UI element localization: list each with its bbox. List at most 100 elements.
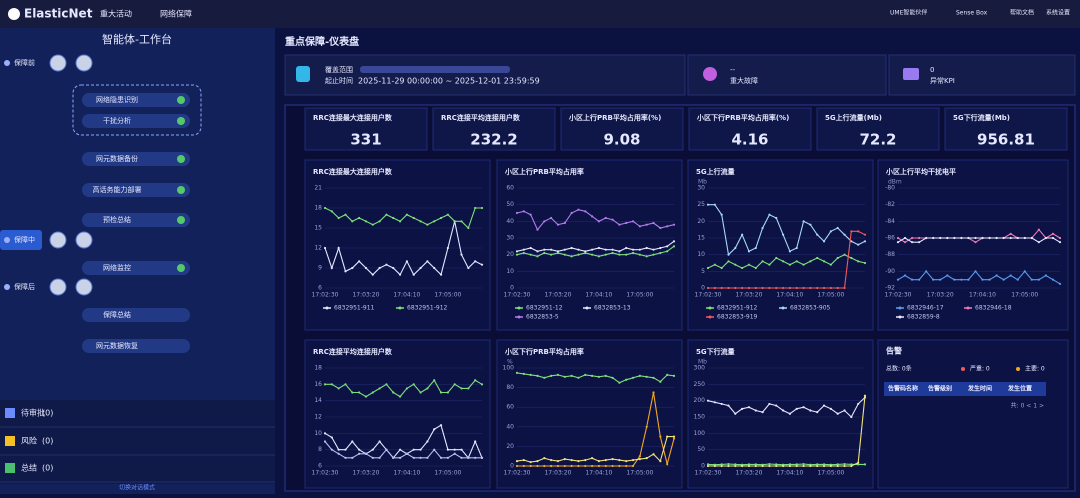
queue-label[interactable]: 待审批 bbox=[21, 408, 45, 418]
data-point bbox=[398, 456, 402, 459]
legend-dot bbox=[781, 306, 785, 310]
data-point bbox=[863, 233, 867, 236]
data-point bbox=[480, 456, 484, 459]
data-point bbox=[419, 266, 422, 270]
data-point bbox=[953, 278, 956, 281]
data-point bbox=[706, 203, 710, 206]
series-line bbox=[897, 237, 1061, 243]
step-pill[interactable] bbox=[82, 213, 190, 227]
data-point bbox=[816, 463, 819, 466]
y-tick-label: 40 bbox=[506, 423, 514, 430]
step-pill[interactable] bbox=[82, 93, 190, 107]
mode-switch[interactable]: 切换对话模式 bbox=[119, 484, 155, 492]
y-tick-label: -80 bbox=[885, 185, 895, 192]
y-tick-label: 50 bbox=[506, 201, 514, 208]
x-tick-label: 17:02:30 bbox=[312, 292, 339, 299]
step-pill[interactable] bbox=[82, 339, 190, 353]
data-point bbox=[358, 260, 361, 263]
data-point bbox=[816, 256, 819, 260]
step-pill[interactable] bbox=[82, 114, 190, 128]
data-point bbox=[536, 460, 539, 463]
phase-label: 保障前 bbox=[14, 58, 35, 67]
step-pill[interactable] bbox=[82, 308, 190, 322]
x-tick-label: 17:02:30 bbox=[885, 292, 912, 299]
kpi-label: RRC连接最大连接用户数 bbox=[313, 113, 393, 122]
header-tool[interactable]: UME智能伙伴 bbox=[890, 9, 927, 17]
data-point bbox=[761, 226, 764, 230]
header-tool[interactable]: 帮助文档 bbox=[1010, 9, 1034, 17]
data-point bbox=[570, 374, 573, 377]
series-line bbox=[516, 436, 674, 463]
data-point bbox=[754, 409, 757, 412]
data-point bbox=[822, 260, 826, 263]
data-point bbox=[974, 236, 977, 240]
data-point bbox=[631, 220, 635, 223]
data-point bbox=[713, 401, 716, 404]
data-point bbox=[974, 241, 977, 244]
data-point bbox=[863, 261, 867, 265]
data-point bbox=[385, 263, 388, 266]
data-point bbox=[433, 428, 436, 431]
data-point bbox=[1023, 270, 1026, 273]
data-point bbox=[967, 278, 970, 281]
step-pill[interactable] bbox=[82, 152, 190, 166]
x-tick-label: 17:04:10 bbox=[393, 470, 420, 477]
data-point bbox=[775, 256, 778, 260]
data-point bbox=[903, 241, 907, 244]
alarm-pager[interactable]: 共: 0 < 1 > bbox=[1011, 402, 1044, 410]
data-point bbox=[570, 464, 573, 468]
nav-item[interactable]: 网络保障 bbox=[160, 9, 192, 19]
data-point bbox=[638, 253, 641, 256]
x-tick-label: 17:02:30 bbox=[312, 470, 339, 477]
data-point bbox=[351, 220, 354, 223]
queue-label[interactable]: 风险 bbox=[21, 436, 37, 446]
data-point bbox=[597, 255, 601, 258]
data-point bbox=[625, 460, 628, 463]
data-point bbox=[727, 404, 730, 407]
data-point bbox=[522, 372, 525, 375]
header-tool[interactable]: 系统设置 bbox=[1046, 9, 1070, 17]
data-point bbox=[960, 236, 963, 240]
data-point bbox=[550, 374, 553, 377]
data-point bbox=[836, 256, 839, 260]
x-tick-label: 17:02:30 bbox=[695, 470, 722, 477]
data-point bbox=[939, 278, 942, 281]
data-point bbox=[426, 456, 429, 459]
x-tick-label: 17:03:20 bbox=[352, 470, 379, 477]
data-point bbox=[836, 226, 839, 230]
step-label: 网络监控 bbox=[103, 263, 131, 272]
series-line bbox=[517, 392, 675, 467]
kpi-value: 956.81 bbox=[977, 131, 1035, 149]
kpi-card bbox=[432, 107, 556, 151]
data-point bbox=[741, 286, 744, 290]
legend-label: 6832946-17 bbox=[907, 305, 944, 312]
data-point bbox=[351, 266, 354, 270]
data-point bbox=[467, 387, 470, 390]
data-point bbox=[611, 218, 614, 221]
data-point bbox=[672, 245, 676, 248]
step-pill[interactable] bbox=[82, 261, 190, 275]
legend-label: 6832946-18 bbox=[975, 305, 1012, 312]
data-point bbox=[474, 456, 477, 459]
y-tick-label: 14 bbox=[314, 397, 322, 404]
data-point bbox=[419, 220, 422, 223]
data-point bbox=[398, 395, 402, 398]
kpi-card bbox=[816, 107, 940, 151]
data-point bbox=[903, 274, 907, 277]
series-line bbox=[324, 207, 482, 230]
queue-label[interactable]: 总结 bbox=[21, 463, 37, 473]
data-point bbox=[536, 228, 539, 231]
chart-card bbox=[496, 339, 683, 489]
info-label: 起止时间 bbox=[325, 76, 353, 85]
step-pill[interactable] bbox=[82, 183, 190, 197]
legend-label: 6832951-912 bbox=[407, 305, 448, 312]
header-bar bbox=[0, 0, 1080, 28]
data-point bbox=[995, 236, 998, 240]
data-point bbox=[734, 263, 737, 266]
data-point bbox=[918, 278, 921, 281]
header-tool[interactable]: Sense Box bbox=[956, 10, 988, 17]
kpi-card bbox=[304, 107, 428, 151]
data-point bbox=[351, 440, 354, 443]
nav-item[interactable]: 重大活动 bbox=[100, 9, 132, 19]
data-point bbox=[611, 248, 614, 251]
